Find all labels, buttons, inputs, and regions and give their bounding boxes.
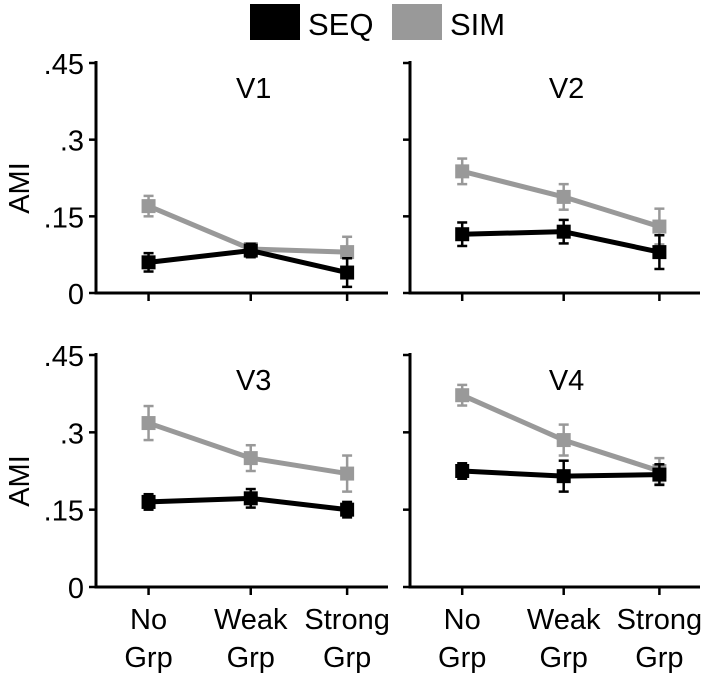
y-axis-label: AMI	[4, 162, 36, 214]
series-seq	[455, 459, 667, 493]
y-tick-label: .15	[44, 496, 84, 528]
x-tick-label: Grp	[540, 642, 588, 674]
legend-label-sim: SIM	[450, 7, 505, 42]
series-seq	[455, 218, 667, 271]
data-point-sim	[455, 388, 470, 403]
x-tick-label: Grp	[227, 642, 275, 674]
data-point-seq	[243, 491, 258, 506]
x-tick-label: Strong	[617, 604, 702, 636]
legend-swatch-seq	[250, 4, 300, 40]
x-tick-label: Strong	[304, 604, 389, 636]
x-tick-label: Grp	[124, 642, 172, 674]
panel-title: V4	[549, 365, 584, 397]
y-tick-label: .15	[44, 202, 84, 234]
legend-swatch-sim	[392, 4, 442, 40]
data-point-sim	[652, 219, 667, 234]
x-tick-label: Weak	[214, 604, 288, 636]
data-point-sim	[141, 199, 156, 214]
data-point-seq	[652, 467, 667, 482]
data-point-seq	[556, 224, 571, 239]
series-seq	[141, 487, 355, 519]
y-tick-label: .45	[44, 341, 84, 373]
series-seq	[141, 242, 355, 289]
legend: SEQ SIM	[250, 4, 505, 42]
data-point-sim	[340, 245, 355, 260]
y-tick-label: .45	[44, 49, 84, 81]
panels: 0 .15 .3 .45 AMI V1 V2 0 .15 .3 .45 AMI No Grp Weak Grp…	[4, 49, 702, 674]
series-line-sim	[147, 420, 348, 477]
series-sim	[141, 404, 355, 493]
data-point-seq	[340, 502, 355, 517]
data-point-sim	[455, 164, 470, 179]
y-axis-label: AMI	[4, 455, 36, 507]
legend-label-seq: SEQ	[308, 7, 373, 42]
data-point-seq	[455, 227, 470, 242]
panel-v1: 0 .15 .3 .45 AMI V1	[4, 49, 388, 311]
panel-v3: 0 .15 .3 .45 AMI No Grp Weak Grp Strong Grp V3	[4, 341, 390, 674]
y-tick-label: 0	[68, 279, 84, 311]
data-point-seq	[141, 255, 156, 270]
data-point-seq	[455, 464, 470, 478]
panel-v2: V2	[403, 61, 700, 301]
x-tick-label: No	[444, 604, 481, 636]
data-point-seq	[652, 245, 667, 260]
x-tick-label: Weak	[527, 604, 601, 636]
series-sim	[455, 383, 667, 486]
data-point-seq	[141, 494, 156, 509]
panel-title: V1	[236, 73, 271, 105]
data-point-seq	[243, 243, 258, 258]
data-point-sim	[556, 189, 571, 204]
y-tick-label: 0	[68, 573, 84, 605]
panel-title: V3	[236, 365, 271, 397]
panel-v4: No Grp Weak Grp Strong Grp V4	[403, 353, 702, 674]
x-tick-label: Grp	[635, 642, 683, 674]
data-point-sim	[243, 451, 258, 466]
x-tick-label: Grp	[438, 642, 486, 674]
x-tick-label: No	[130, 604, 167, 636]
data-point-seq	[556, 469, 571, 484]
panel-title: V2	[549, 73, 584, 105]
data-point-sim	[340, 466, 355, 481]
data-point-sim	[141, 416, 156, 431]
data-point-sim	[556, 433, 571, 448]
series-sim	[455, 157, 667, 246]
y-tick-label: .3	[60, 126, 84, 158]
data-point-seq	[340, 265, 355, 280]
x-tick-label: Grp	[323, 642, 371, 674]
y-tick-label: .3	[60, 418, 84, 450]
